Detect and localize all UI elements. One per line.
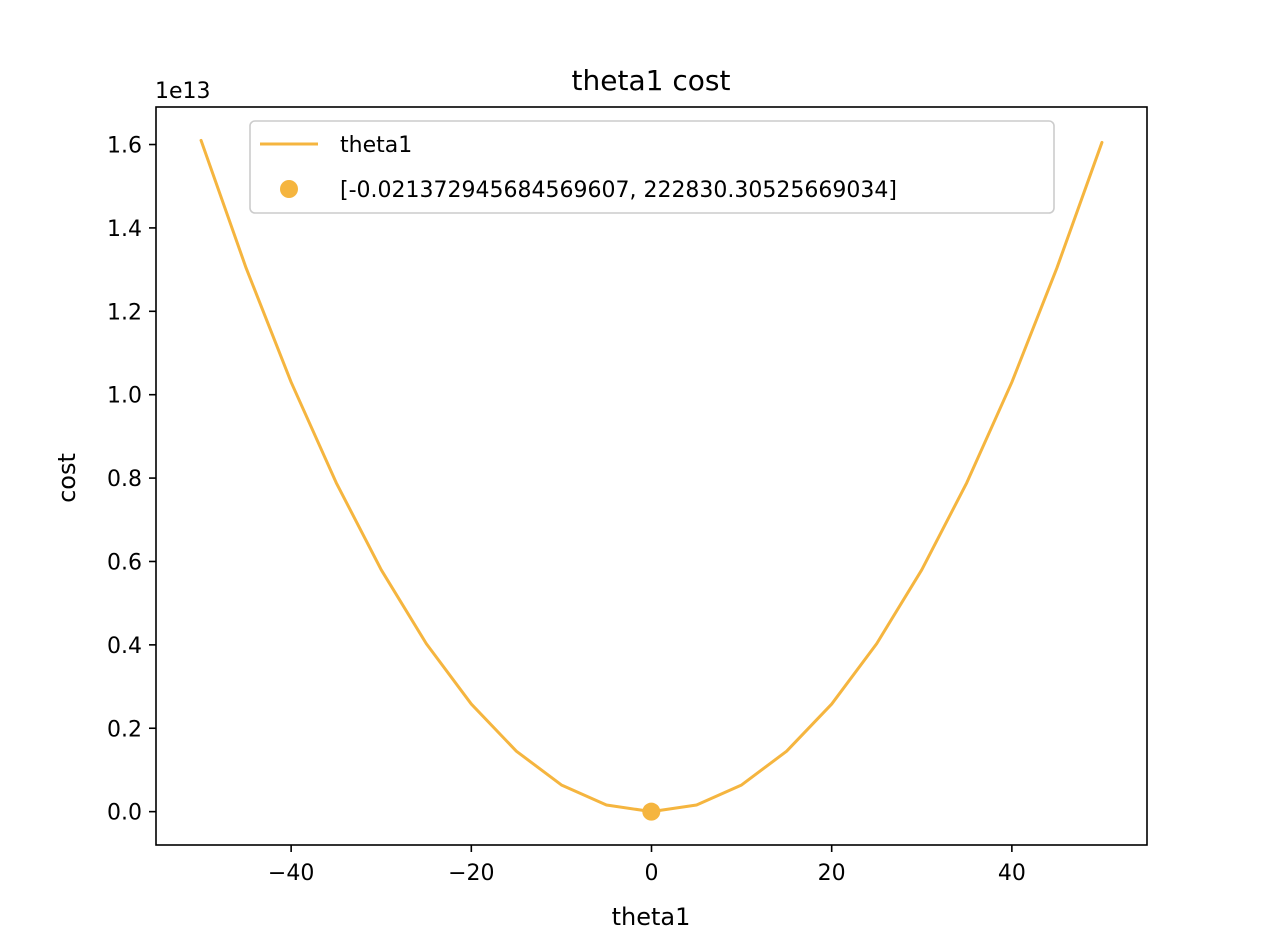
y-multiplier-label: 1e13 (155, 79, 211, 104)
x-tick-label: −40 (268, 861, 314, 886)
y-tick-label: 0.4 (107, 634, 142, 659)
y-tick-label: 0.0 (107, 801, 142, 826)
chart-title: theta1 cost (572, 64, 731, 97)
x-tick-label: 20 (818, 861, 846, 886)
x-tick-label: 40 (998, 861, 1026, 886)
legend-label-line: theta1 (340, 133, 412, 158)
y-axis: 0.0 0.2 0.4 0.6 0.8 1.0 1.2 1.4 1.6 (107, 134, 156, 826)
y-tick-label: 0.8 (107, 467, 142, 492)
x-axis: −40 −20 0 20 40 (268, 845, 1026, 886)
axes-frame (155, 106, 1148, 846)
x-tick-label: 0 (645, 861, 659, 886)
y-tick-label: 1.2 (107, 300, 142, 325)
y-tick-label: 0.2 (107, 717, 142, 742)
legend-box (249, 120, 1055, 214)
y-tick-label: 1.0 (107, 384, 142, 409)
legend-label-point: [-0.021372945684569607, 222830.305256690… (340, 178, 897, 203)
x-tick-label: −20 (448, 861, 494, 886)
y-tick-label: 1.4 (107, 217, 142, 242)
minimum-point (642, 802, 661, 821)
legend: theta1 [-0.021372945684569607, 222830.30… (249, 120, 1055, 214)
y-tick-label: 1.6 (107, 134, 142, 159)
y-axis-label: cost (53, 453, 81, 503)
legend-marker-swatch (280, 180, 298, 198)
x-axis-label: theta1 (612, 903, 691, 931)
plot-area (199, 138, 1104, 821)
y-tick-label: 0.6 (107, 550, 142, 575)
